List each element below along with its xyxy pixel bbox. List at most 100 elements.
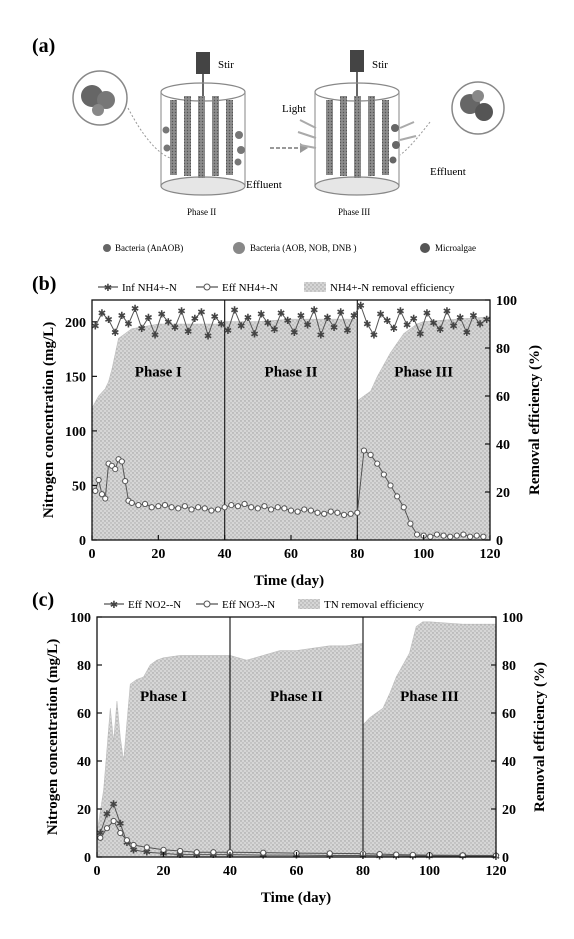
y-tick-label: 20 <box>77 803 91 818</box>
circle-marker <box>428 534 433 539</box>
y2-tick-label: 100 <box>496 294 517 309</box>
y-tick-label: 60 <box>77 707 91 722</box>
circle-marker <box>162 502 167 507</box>
chart-panel-c: (c) ✱ Eff NO2--N Eff NO3--N TN removal e… <box>32 589 548 906</box>
circle-marker <box>327 851 332 856</box>
y2-tick-label: 80 <box>502 659 516 674</box>
right-reactor: Stir Light Effluent Phase III <box>282 50 504 217</box>
left-phase-label: Phase II <box>187 207 216 217</box>
x-tick-label: 0 <box>89 547 96 562</box>
star-marker: ✱ <box>416 329 424 340</box>
circle-marker <box>308 508 313 513</box>
y2-tick-label: 0 <box>502 851 509 866</box>
star-marker: ✱ <box>197 308 205 319</box>
circle-marker <box>448 534 453 539</box>
star-marker: ✱ <box>303 321 311 332</box>
right-effluent-label: Effluent <box>430 166 466 178</box>
star-marker: ✱ <box>456 313 464 324</box>
bacteria-carriers-icon <box>163 96 246 178</box>
legend-microalgae-label: Microalgae <box>435 243 476 253</box>
x-tick-label: 100 <box>419 864 440 879</box>
circle-marker <box>119 459 124 464</box>
x-tick-label: 60 <box>290 864 304 879</box>
x-tick-label: 20 <box>151 547 165 562</box>
circle-marker <box>182 504 187 509</box>
star-marker: ✱ <box>436 325 444 336</box>
circle-marker <box>269 507 274 512</box>
right-stir-label: Stir <box>372 59 388 71</box>
circle-marker <box>381 472 386 477</box>
y2-tick-label: 60 <box>496 390 510 405</box>
circle-marker <box>481 534 486 539</box>
circle-marker <box>468 534 473 539</box>
legend-area-swatch <box>298 599 320 609</box>
x-tick-label: 40 <box>223 864 237 879</box>
circle-marker <box>361 448 366 453</box>
legend-b: ✱ Inf NH4+-N Eff NH4+-N NH4+-N removal e… <box>98 282 455 294</box>
circle-marker <box>328 509 333 514</box>
legend-star-icon: ✱ <box>110 600 118 611</box>
circle-marker <box>169 505 174 510</box>
circle-marker <box>104 826 109 831</box>
star-marker: ✱ <box>250 329 258 340</box>
star-marker: ✱ <box>310 305 318 316</box>
panel-c-label: (c) <box>32 589 54 611</box>
circle-marker <box>103 496 108 501</box>
circle-marker <box>144 845 149 850</box>
circle-marker <box>196 505 201 510</box>
x-tick-label: 60 <box>284 547 298 562</box>
stir-motor-icon <box>350 50 364 72</box>
star-marker: ✱ <box>330 323 338 334</box>
legend-b-eff-area: NH4+-N removal efficiency <box>330 282 455 294</box>
circle-marker <box>113 466 118 471</box>
circle-marker <box>377 852 382 857</box>
plot-area-c: ✱✱✱✱✱✱✱✱✱✱✱✱✱✱✱✱✱✱✱✱✱✱Phase IPhase IIPha… <box>70 611 523 879</box>
star-marker: ✱ <box>230 305 238 316</box>
circle-marker <box>118 830 123 835</box>
star-marker: ✱ <box>171 323 179 334</box>
circle-marker <box>474 533 479 538</box>
y2-tick-label: 20 <box>502 803 516 818</box>
circle-marker <box>136 502 141 507</box>
legend-anaob-label: Bacteria (AnAOB) <box>115 243 183 253</box>
circle-marker <box>255 506 260 511</box>
circle-marker <box>368 452 373 457</box>
x-tick-label: 80 <box>356 864 370 879</box>
circle-marker <box>341 512 346 517</box>
y2-tick-label: 0 <box>496 534 503 549</box>
star-marker: ✱ <box>111 328 119 339</box>
circle-marker <box>461 532 466 537</box>
y-axis-label-c: Nitrogen concentration (mg/L) <box>45 639 61 835</box>
legend-c-no3: Eff NO3--N <box>222 599 275 611</box>
chart-panel-b: (b) ✱ Inf NH4+-N Eff NH4+-N NH4+-N remov… <box>32 273 543 589</box>
star-marker: ✱ <box>463 328 471 339</box>
y-tick-label: 0 <box>84 851 91 866</box>
x-tick-label: 80 <box>350 547 364 562</box>
star-marker: ✱ <box>124 320 132 331</box>
legend-b-inf: Inf NH4+-N <box>122 282 177 294</box>
star-marker: ✱ <box>363 320 371 331</box>
panel-a-label: (a) <box>32 35 55 57</box>
plot-area-b: ✱✱✱✱✱✱✱✱✱✱✱✱✱✱✱✱✱✱✱✱✱✱✱✱✱✱✱✱✱✱✱✱✱✱✱✱✱✱✱✱… <box>65 294 517 562</box>
circle-marker <box>408 521 413 526</box>
x-tick-label: 120 <box>486 864 507 879</box>
star-marker: ✱ <box>356 301 364 312</box>
circle-marker <box>388 483 393 488</box>
circle-marker <box>156 504 161 509</box>
circle-marker <box>124 838 129 843</box>
left-reactor: Stir Effluent Phase II <box>73 52 282 217</box>
circle-marker <box>434 532 439 537</box>
legend-aob-label: Bacteria (AOB, NOB, DNB ) <box>250 243 356 253</box>
legend-circle-icon <box>204 284 210 290</box>
x-tick-label: 120 <box>480 547 501 562</box>
x-tick-label: 20 <box>157 864 171 879</box>
circle-marker <box>249 505 254 510</box>
circle-marker <box>441 533 446 538</box>
star-marker: ✱ <box>104 315 112 326</box>
circle-marker <box>194 850 199 855</box>
star-marker: ✱ <box>151 330 159 341</box>
circle-marker <box>93 488 98 493</box>
aob-bacteria-icon <box>233 242 245 254</box>
legend-c-no2: Eff NO2--N <box>128 599 181 611</box>
circle-marker <box>211 850 216 855</box>
